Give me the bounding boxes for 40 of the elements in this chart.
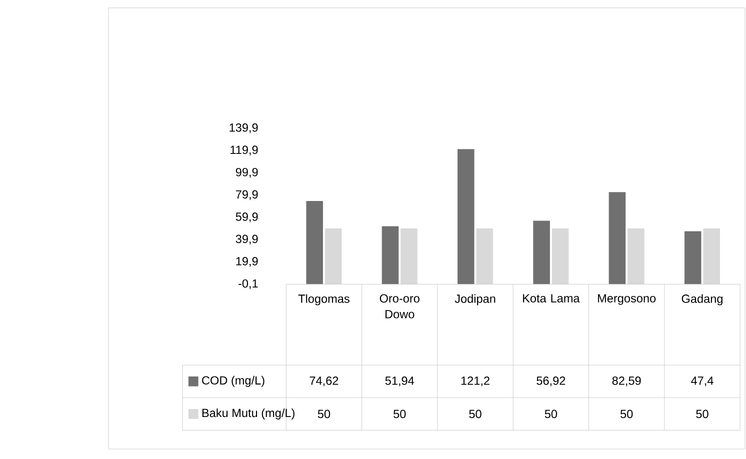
data-label: 50 bbox=[318, 410, 330, 418]
x-tick-label: Oro-oro Dowo bbox=[380, 294, 420, 318]
data-label: 50 bbox=[469, 410, 482, 418]
bar bbox=[684, 231, 702, 284]
data-label: 50 bbox=[696, 410, 708, 418]
y-tick-label: 39,9 bbox=[236, 234, 258, 245]
y-tick-label: -0,1 bbox=[238, 279, 258, 290]
bar bbox=[458, 149, 474, 284]
bar bbox=[533, 220, 550, 284]
bar bbox=[476, 228, 494, 284]
data-label: 50 bbox=[544, 410, 558, 418]
x-tick-label: Tlogomas bbox=[298, 294, 350, 306]
bar bbox=[608, 192, 626, 284]
bar bbox=[703, 228, 720, 284]
data-label: 56,92 bbox=[536, 376, 566, 386]
bar bbox=[400, 228, 418, 284]
x-tick-label: Gadang bbox=[682, 294, 722, 306]
y-tick-label: 59,9 bbox=[236, 212, 258, 222]
data-label: 74,62 bbox=[310, 376, 338, 386]
y-tick-label: 119,9 bbox=[230, 146, 258, 156]
data-label: 50 bbox=[620, 410, 633, 418]
data-label: 50 bbox=[394, 410, 406, 418]
y-tick-label: 79,9 bbox=[236, 190, 258, 200]
data-label: 121,2 bbox=[461, 376, 490, 386]
bar bbox=[628, 228, 644, 284]
x-tick-label: Mergosono bbox=[598, 294, 656, 305]
y-tick-label: 139,9 bbox=[230, 123, 258, 134]
bar bbox=[306, 201, 323, 284]
legend-label: COD (mg/L) bbox=[202, 376, 264, 387]
x-tick-label: Kota Lama bbox=[523, 294, 580, 303]
bar bbox=[324, 228, 342, 284]
legend-label: Baku Mutu (mg/L) bbox=[202, 408, 294, 420]
bar bbox=[382, 226, 399, 284]
data-label: 82,59 bbox=[612, 376, 641, 386]
data-label: 51,94 bbox=[385, 376, 414, 386]
y-tick-label: 99,9 bbox=[236, 168, 258, 178]
y-tick-label: 19,9 bbox=[236, 257, 258, 267]
bar bbox=[552, 228, 569, 284]
x-tick-label: Jodipan bbox=[454, 294, 496, 306]
data-label: 47,4 bbox=[691, 376, 714, 386]
